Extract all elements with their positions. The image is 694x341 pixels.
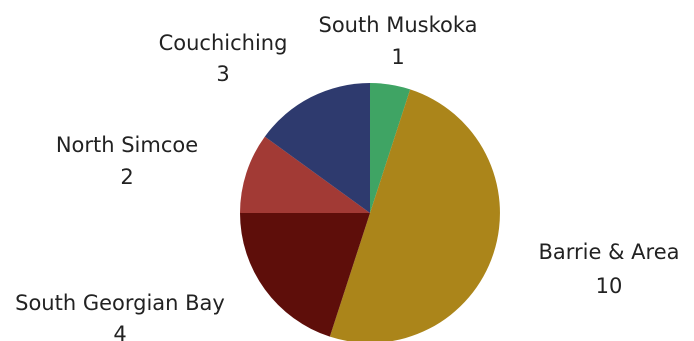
pie-slice-south-georgian-bay: [240, 213, 370, 337]
pie-slice-barrie-area: [329, 89, 500, 341]
label-north-simcoe-value: 2: [120, 165, 133, 189]
label-south-muskoka-value: 1: [391, 45, 404, 69]
pie-slice-couchiching: [264, 83, 370, 213]
label-couchiching-value: 3: [216, 62, 229, 86]
label-couchiching-name: Couchiching: [159, 31, 288, 55]
pie-slice-north-simcoe: [240, 136, 370, 213]
pie-slices: [240, 83, 500, 341]
label-south-muskoka-name: South Muskoka: [319, 13, 478, 37]
label-south-georgian-bay-value: 4: [113, 322, 126, 341]
label-barrie-area-name: Barrie & Area: [539, 240, 680, 264]
label-south-georgian-bay-name: South Georgian Bay: [15, 291, 225, 315]
label-north-simcoe-name: North Simcoe: [56, 133, 198, 157]
label-barrie-area-value: 10: [596, 274, 623, 298]
pie-slice-south-muskoka: [370, 83, 411, 213]
